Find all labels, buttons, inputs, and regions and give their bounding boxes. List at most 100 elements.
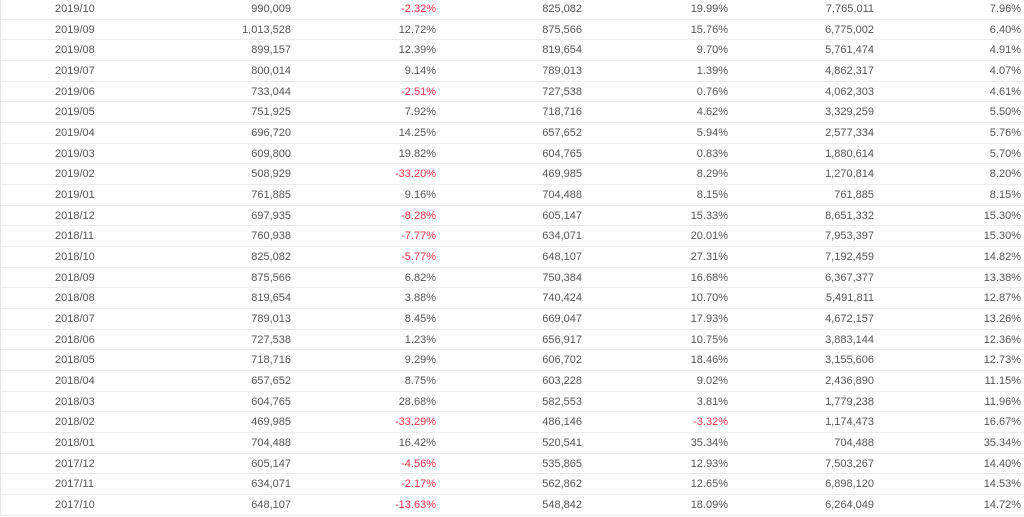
month-cell: 2018/07 (55, 313, 95, 326)
month-cell: 2019/09 (55, 23, 95, 36)
prior-value-cell: 819,654 (542, 44, 582, 57)
cumulative-change-cell: 14.53% (983, 478, 1021, 491)
cumulative-change-cell: 14.82% (983, 251, 1021, 264)
value-change-cell: 19.82% (398, 147, 436, 160)
table-row: 2019/06 733,044 -2.51% 727,538 0.76% 4,062,30… (1, 82, 1024, 103)
value-change-cell: 12.72% (398, 23, 436, 36)
month-cell: 2019/07 (55, 65, 95, 78)
table-row: 2018/04 657,652 8.75% 603,228 9.02% 2,436,890… (1, 371, 1024, 392)
month-cell: 2018/09 (55, 271, 95, 284)
prior-change-cell: 18.46% (690, 354, 728, 367)
cumulative-change-cell: 12.73% (983, 354, 1021, 367)
month-cell: 2019/02 (55, 168, 95, 181)
cumulative-change-cell: 5.70% (989, 147, 1021, 160)
cumulative-change-cell: 15.30% (983, 230, 1021, 243)
value-change-cell: 9.29% (404, 354, 436, 367)
value-change-cell: 8.45% (404, 313, 436, 326)
value-cell: 696,720 (251, 127, 291, 140)
prior-value-cell: 750,384 (542, 271, 582, 284)
prior-value-cell: 486,146 (542, 416, 582, 429)
month-cell: 2018/08 (55, 292, 95, 305)
value-cell: 819,654 (251, 292, 291, 305)
prior-change-cell: 9.02% (696, 375, 728, 388)
table-row: 2018/05 718,716 9.29% 606,702 18.46% 3,155,60… (1, 350, 1024, 372)
prior-change-cell: 10.70% (690, 292, 728, 305)
value-change-cell: -5.77% (401, 251, 436, 264)
prior-value-cell: 718,716 (542, 106, 582, 119)
prior-value-cell: 656,917 (542, 333, 582, 346)
value-cell: 657,652 (251, 375, 291, 388)
cumulative-cell: 7,192,459 (825, 251, 874, 264)
value-cell: 697,935 (251, 209, 291, 222)
value-change-cell: -2.17% (401, 478, 436, 491)
cumulative-cell: 2,436,890 (825, 375, 874, 388)
value-cell: 727,538 (251, 333, 291, 346)
cumulative-change-cell: 35.34% (983, 437, 1021, 450)
prior-value-cell: 548,842 (542, 499, 582, 512)
table-row: 2019/02 508,929 -33.20% 469,985 8.29% 1,270,8… (1, 164, 1024, 186)
month-cell: 2018/04 (55, 375, 95, 388)
cumulative-change-cell: 8.20% (989, 168, 1021, 181)
cumulative-change-cell: 16.67% (983, 416, 1021, 429)
value-change-cell: 6.82% (404, 271, 436, 284)
prior-change-cell: 19.99% (690, 3, 728, 15)
cumulative-change-cell: 14.72% (983, 499, 1021, 512)
prior-value-cell: 469,985 (542, 168, 582, 181)
month-cell: 2018/06 (55, 333, 95, 346)
cumulative-change-cell: 4.91% (989, 44, 1021, 57)
value-cell: 469,985 (251, 416, 291, 429)
cumulative-cell: 5,761,474 (825, 44, 874, 57)
value-cell: 990,009 (251, 3, 291, 15)
cumulative-cell: 7,765,011 (825, 3, 874, 15)
prior-change-cell: 15.76% (690, 23, 728, 36)
value-change-cell: 28.68% (398, 395, 436, 408)
value-cell: 718,716 (251, 354, 291, 367)
prior-value-cell: 657,652 (542, 127, 582, 140)
value-change-cell: -2.51% (401, 85, 436, 98)
table-row: 2019/07 800,014 9.14% 789,013 1.39% 4,862,317… (1, 61, 1024, 82)
value-cell: 1,013,528 (242, 23, 291, 36)
prior-value-cell: 582,553 (542, 395, 582, 408)
prior-value-cell: 789,013 (542, 65, 582, 78)
month-cell: 2019/10 (55, 3, 95, 15)
cumulative-cell: 6,775,002 (825, 23, 874, 36)
month-cell: 2018/11 (55, 230, 94, 243)
prior-value-cell: 740,424 (542, 292, 582, 305)
cumulative-cell: 4,862,317 (825, 65, 874, 78)
table-row: 2018/01 704,488 16.42% 520,541 35.34% 704,488… (1, 433, 1024, 454)
value-cell: 508,929 (251, 168, 291, 181)
cumulative-change-cell: 7.96% (989, 3, 1021, 15)
prior-change-cell: 20.01% (690, 230, 728, 243)
cumulative-change-cell: 4.61% (989, 85, 1021, 98)
cumulative-change-cell: 12.87% (983, 292, 1021, 305)
prior-value-cell: 605,147 (542, 209, 582, 222)
value-change-cell: 9.16% (404, 189, 436, 202)
month-cell: 2019/01 (55, 189, 95, 202)
cumulative-change-cell: 4.07% (989, 65, 1021, 78)
cumulative-change-cell: 11.96% (984, 395, 1022, 408)
value-change-cell: -7.77% (401, 230, 436, 243)
prior-change-cell: 0.83% (696, 147, 728, 160)
value-cell: 761,885 (251, 189, 291, 202)
value-change-cell: -2.32% (401, 3, 436, 15)
prior-change-cell: 35.34% (690, 437, 728, 450)
table-row: 2019/08 899,157 12.39% 819,654 9.70% 5,761,47… (1, 40, 1024, 62)
value-cell: 604,765 (251, 395, 291, 408)
table-row: 2018/12 697,935 -8.28% 605,147 15.33% 8,651,3… (1, 206, 1024, 227)
table-row: 2018/08 819,654 3.88% 740,424 10.70% 5,491,81… (1, 288, 1024, 310)
prior-change-cell: 0.76% (696, 85, 728, 98)
value-change-cell: 1.23% (404, 333, 436, 346)
cumulative-cell: 7,503,267 (825, 457, 874, 470)
cumulative-cell: 8,651,332 (825, 209, 874, 222)
month-cell: 2018/02 (55, 416, 95, 429)
value-cell: 899,157 (251, 44, 291, 57)
month-cell: 2017/12 (55, 457, 95, 470)
cumulative-change-cell: 15.30% (983, 209, 1021, 222)
value-cell: 760,938 (251, 230, 291, 243)
value-change-cell: -33.20% (395, 168, 436, 181)
prior-change-cell: 8.15% (696, 189, 728, 202)
prior-value-cell: 603,228 (542, 375, 582, 388)
cumulative-change-cell: 14.40% (983, 457, 1021, 470)
cumulative-cell: 4,672,157 (825, 313, 874, 326)
